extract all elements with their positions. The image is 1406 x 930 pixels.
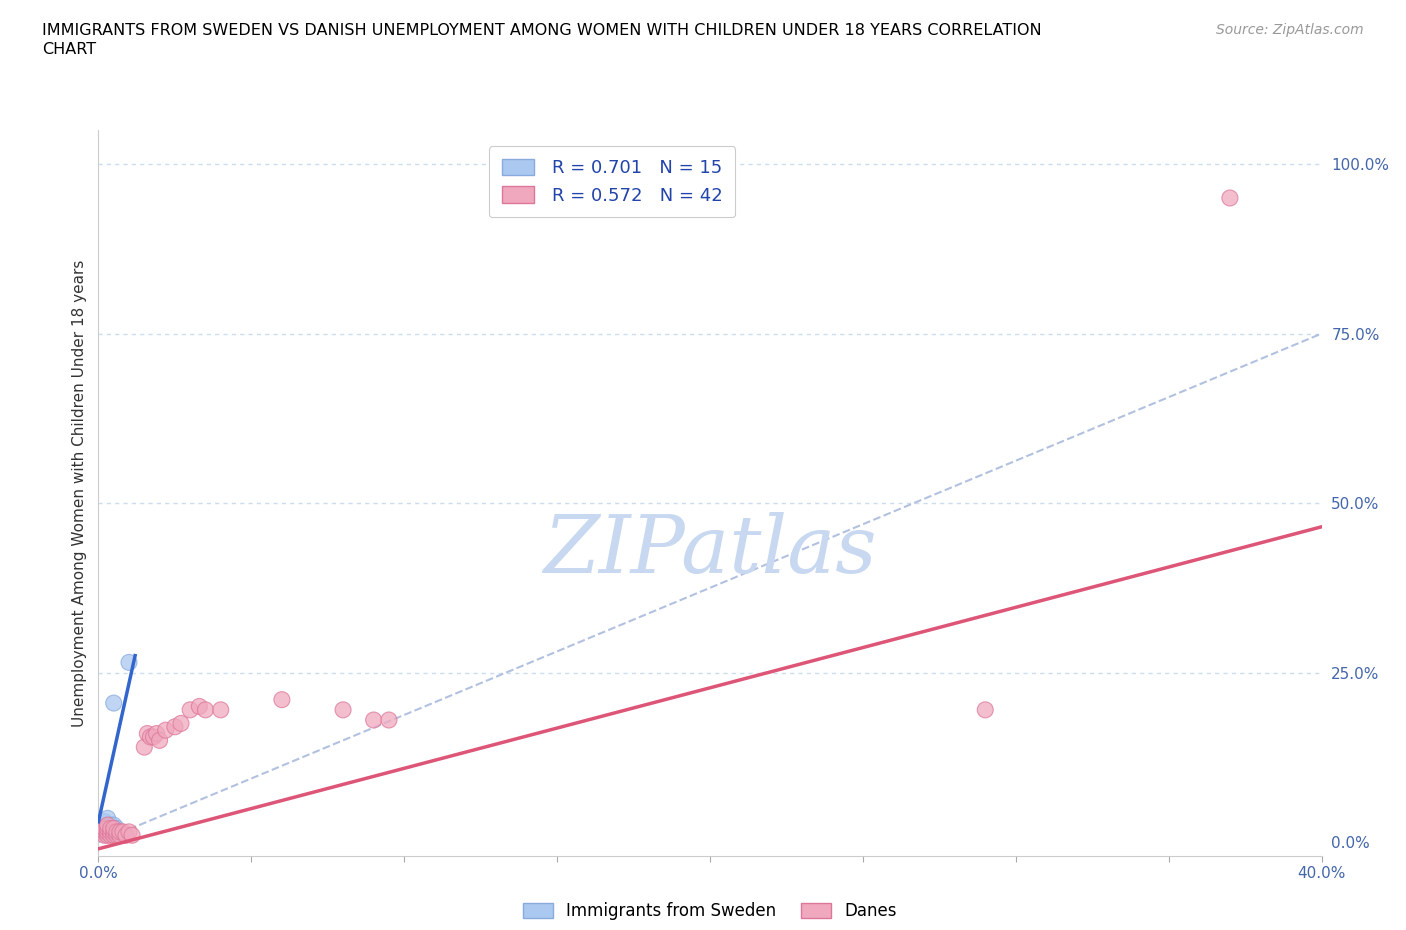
Ellipse shape [212, 702, 229, 718]
Ellipse shape [100, 817, 115, 833]
Ellipse shape [108, 824, 125, 840]
Ellipse shape [103, 828, 118, 844]
Ellipse shape [105, 824, 122, 840]
Ellipse shape [121, 655, 136, 671]
Ellipse shape [105, 695, 122, 711]
Ellipse shape [366, 712, 381, 728]
Ellipse shape [121, 824, 136, 840]
Ellipse shape [274, 692, 290, 708]
Y-axis label: Unemployment Among Women with Children Under 18 years: Unemployment Among Women with Children U… [72, 259, 87, 726]
Ellipse shape [97, 820, 112, 836]
Ellipse shape [139, 725, 155, 741]
Ellipse shape [167, 719, 183, 735]
Ellipse shape [105, 820, 122, 836]
Ellipse shape [115, 824, 131, 840]
Ellipse shape [108, 824, 125, 840]
Ellipse shape [149, 725, 165, 741]
Ellipse shape [183, 702, 198, 718]
Ellipse shape [173, 715, 188, 731]
Ellipse shape [136, 739, 152, 755]
Ellipse shape [152, 732, 167, 749]
Ellipse shape [103, 824, 118, 840]
Ellipse shape [197, 702, 214, 718]
Ellipse shape [100, 828, 115, 844]
Legend: Immigrants from Sweden, Danes: Immigrants from Sweden, Danes [516, 896, 904, 927]
Ellipse shape [100, 820, 115, 836]
Ellipse shape [191, 698, 207, 714]
Ellipse shape [105, 817, 122, 833]
Ellipse shape [1222, 190, 1237, 206]
Ellipse shape [124, 828, 141, 844]
Ellipse shape [100, 810, 115, 827]
Ellipse shape [145, 729, 162, 745]
Ellipse shape [93, 824, 110, 840]
Ellipse shape [103, 817, 118, 833]
Ellipse shape [100, 817, 115, 833]
Ellipse shape [108, 820, 125, 836]
Ellipse shape [103, 820, 118, 836]
Text: ZIPatlas: ZIPatlas [543, 512, 877, 590]
Ellipse shape [103, 824, 118, 840]
Ellipse shape [105, 820, 122, 836]
Ellipse shape [142, 729, 159, 745]
Ellipse shape [381, 712, 396, 728]
Text: CHART: CHART [42, 42, 96, 57]
Ellipse shape [97, 824, 112, 840]
Ellipse shape [112, 824, 128, 840]
Ellipse shape [118, 828, 134, 844]
Ellipse shape [108, 828, 125, 844]
Ellipse shape [97, 828, 112, 844]
Ellipse shape [335, 702, 352, 718]
Ellipse shape [103, 820, 118, 836]
Ellipse shape [105, 828, 122, 844]
Text: Source: ZipAtlas.com: Source: ZipAtlas.com [1216, 23, 1364, 37]
Ellipse shape [105, 824, 122, 840]
Ellipse shape [97, 820, 112, 836]
Ellipse shape [100, 824, 115, 840]
Text: IMMIGRANTS FROM SWEDEN VS DANISH UNEMPLOYMENT AMONG WOMEN WITH CHILDREN UNDER 18: IMMIGRANTS FROM SWEDEN VS DANISH UNEMPLO… [42, 23, 1042, 38]
Ellipse shape [100, 824, 115, 840]
Ellipse shape [112, 828, 128, 844]
Ellipse shape [157, 723, 174, 738]
Ellipse shape [97, 814, 112, 830]
Ellipse shape [977, 702, 993, 718]
Ellipse shape [93, 820, 110, 836]
